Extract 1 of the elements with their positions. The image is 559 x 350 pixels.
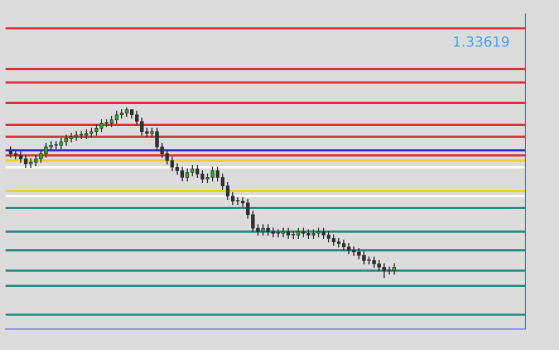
text: 1.33619	[454, 36, 509, 47]
